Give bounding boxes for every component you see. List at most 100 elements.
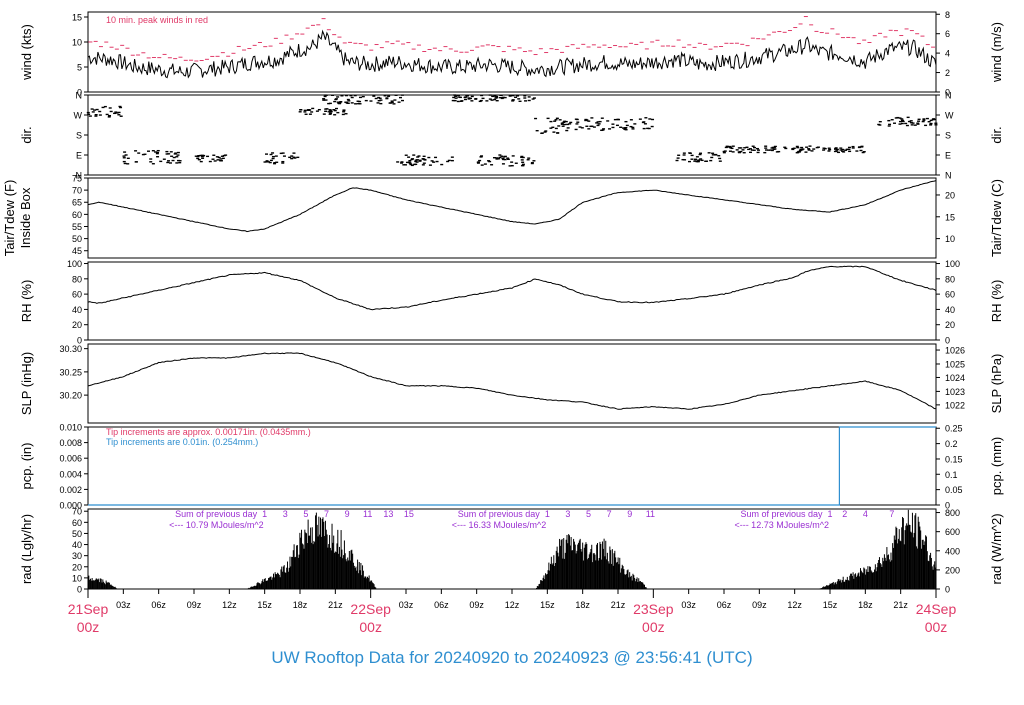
- x-major-tick-date: 21Sep: [68, 601, 109, 617]
- dir-right-tick-label: W: [945, 111, 954, 121]
- x-minor-tick-label: 12z: [222, 600, 237, 610]
- rad-left-tick-label: 0: [77, 585, 82, 595]
- pcp-left-tick-label: 0.006: [59, 454, 82, 464]
- rad-annotation-line2: <--- 16.33 MJoules/m^2: [452, 520, 547, 530]
- rad-ylabel-right: rad (W/m^2): [989, 513, 1004, 584]
- rh-left-tick-label: 0: [77, 336, 82, 346]
- pcp-left-tick-label: 0.002: [59, 485, 82, 495]
- rad-right-tick-label: 200: [945, 565, 960, 575]
- rad-annotation-line1: Sum of previous day: [175, 509, 258, 519]
- rh-left-tick-label: 100: [67, 259, 82, 269]
- pcp-left-tick-label: 0.010: [59, 423, 82, 433]
- rad-hour-marker: 15: [404, 509, 414, 519]
- rad-ylabel-left: rad (Lgly/hr): [19, 514, 34, 584]
- rad-hour-marker: 3: [565, 509, 570, 519]
- x-minor-tick-label: 21z: [328, 600, 343, 610]
- x-major-tick-date: 24Sep: [916, 601, 957, 617]
- temp-right-tick-label: 10: [945, 234, 955, 244]
- rh-ylabel-left: RH (%): [19, 280, 34, 323]
- x-minor-tick-label: 06z: [434, 600, 449, 610]
- rad-hour-marker: 7: [607, 509, 612, 519]
- rh-left-tick-label: 80: [72, 274, 82, 284]
- temp-left-tick-label: 45: [72, 246, 82, 256]
- rh-right-tick-label: 80: [945, 274, 955, 284]
- rad-hour-marker: 9: [345, 509, 350, 519]
- rad-right-tick-label: 800: [945, 508, 960, 518]
- temp-ylabel-right: Tair/Tdew (C): [989, 179, 1004, 257]
- x-minor-tick-label: 12z: [505, 600, 520, 610]
- pcp-right-tick-label: 0.1: [945, 470, 958, 480]
- rh-right-tick-label: 40: [945, 305, 955, 315]
- x-minor-tick-label: 03z: [116, 600, 131, 610]
- slp-frame: [87, 343, 937, 424]
- x-minor-tick-label: 03z: [399, 600, 414, 610]
- rh-left-tick-label: 20: [72, 320, 82, 330]
- rad-left-tick-label: 30: [72, 551, 82, 561]
- pcp-left-tick-label: 0.004: [59, 469, 82, 479]
- pcp-right-tick-label: 0.25: [945, 424, 963, 434]
- pcp-left-tick-label: 0.008: [59, 438, 82, 448]
- rh-line: [87, 265, 937, 311]
- x-major-tick-time: 00z: [642, 619, 665, 635]
- dir-right-tick-label: N: [945, 171, 952, 181]
- x-minor-tick-label: 06z: [717, 600, 732, 610]
- dir-left-tick-label: S: [76, 131, 82, 141]
- rh-right-tick-label: 0: [945, 336, 950, 346]
- rad-hour-marker: 7: [324, 509, 329, 519]
- temp-right-tick-label: 15: [945, 212, 955, 222]
- rh-frame: [87, 261, 937, 341]
- temp-ylabel-left: Tair/Tdew (F): [2, 180, 17, 257]
- x-minor-tick-label: 15z: [540, 600, 555, 610]
- wind-frame: [87, 11, 937, 93]
- wind-right-tick-label: 0: [945, 88, 950, 98]
- rh-right-tick-label: 100: [945, 259, 960, 269]
- slp-right-tick-label: 1026: [945, 346, 965, 356]
- rad-hour-marker: 7: [889, 509, 894, 519]
- slp-line: [87, 352, 937, 410]
- pcp-left-tick-label: 0.000: [59, 501, 82, 511]
- pcp-right-tick-label: 0.15: [945, 454, 963, 464]
- dir-frame: [87, 94, 937, 176]
- dir-ylabel-left: dir.: [19, 126, 34, 143]
- temp-left-tick-label: 65: [72, 198, 82, 208]
- temp-right-tick-label: 20: [945, 190, 955, 200]
- rad-annotation-line2: <--- 12.73 MJoules/m^2: [734, 520, 829, 530]
- x-minor-tick-label: 21z: [893, 600, 908, 610]
- slp-left-tick-label: 30.25: [59, 367, 82, 377]
- rad-left-tick-label: 60: [72, 518, 82, 528]
- dir-left-tick-label: N: [76, 91, 83, 101]
- dir-right-tick-label: E: [945, 151, 951, 161]
- chart-title: UW Rooftop Data for 20240920 to 20240923…: [271, 648, 753, 667]
- rh-right-tick-label: 60: [945, 290, 955, 300]
- rad-right-tick-label: 400: [945, 546, 960, 556]
- x-major-tick-date: 22Sep: [350, 601, 391, 617]
- wind-right-tick-label: 8: [945, 10, 950, 20]
- rad-hour-marker: 2: [842, 509, 847, 519]
- x-minor-tick-label: 06z: [151, 600, 166, 610]
- rad-left-tick-label: 10: [72, 573, 82, 583]
- rad-left-tick-label: 70: [72, 507, 82, 517]
- dir-right-tick-label: S: [945, 131, 951, 141]
- x-minor-tick-label: 09z: [187, 600, 202, 610]
- rad-left-tick-label: 20: [72, 562, 82, 572]
- x-minor-tick-label: 12z: [787, 600, 802, 610]
- rad-hour-marker: 5: [303, 509, 308, 519]
- pcp-right-tick-label: 0: [945, 501, 950, 511]
- temp-left-tick-label: 70: [72, 186, 82, 196]
- pcp-right-tick-label: 0.2: [945, 439, 958, 449]
- rad-hour-marker: 1: [262, 509, 267, 519]
- x-minor-tick-label: 03z: [681, 600, 696, 610]
- pcp-annotation: Tip increments are approx. 0.00171in. (0…: [106, 427, 311, 437]
- rad-annotation-line1: Sum of previous day: [458, 509, 541, 519]
- dir-left-tick-label: W: [74, 111, 83, 121]
- x-minor-tick-label: 15z: [257, 600, 272, 610]
- rad-hour-marker: 13: [383, 509, 393, 519]
- temp-left-tick-label: 50: [72, 234, 82, 244]
- rad-hour-marker: 1: [827, 509, 832, 519]
- x-minor-tick-label: 18z: [575, 600, 590, 610]
- pcp-ylabel-right: pcp. (mm): [989, 437, 1004, 496]
- wind-right-tick-label: 6: [945, 29, 950, 39]
- x-major-tick-time: 00z: [925, 619, 948, 635]
